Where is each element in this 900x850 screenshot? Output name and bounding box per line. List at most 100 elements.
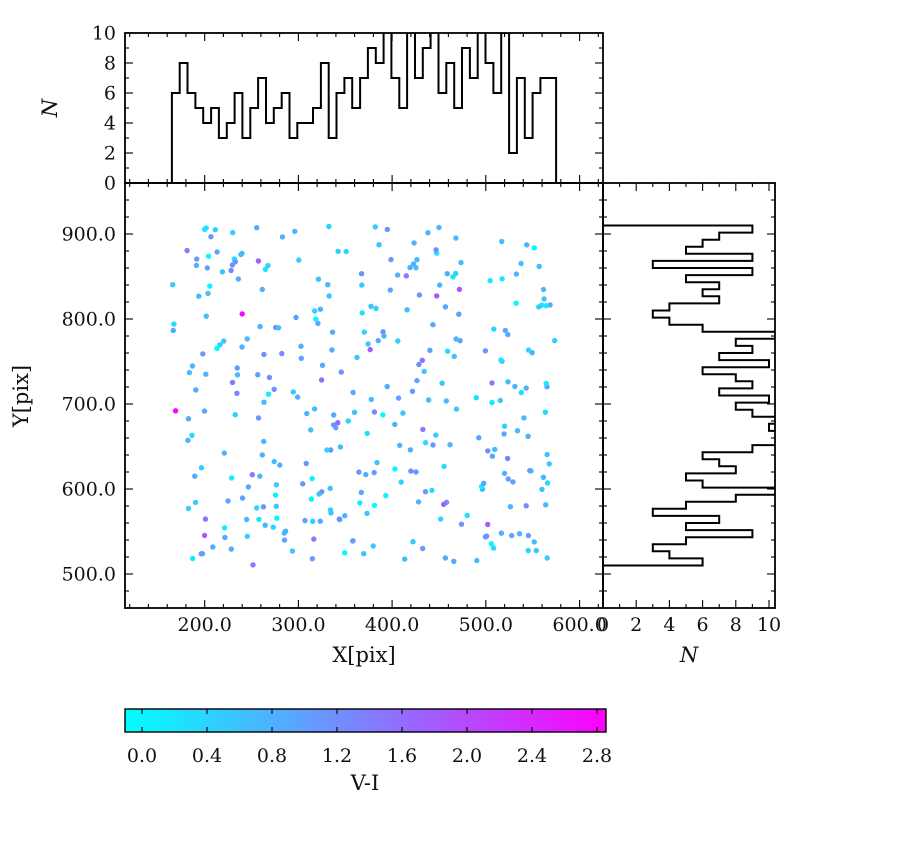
scatter-point	[351, 409, 358, 415]
scatter-point	[501, 431, 507, 437]
scatter-point	[456, 286, 463, 293]
scatter-point	[398, 479, 404, 485]
scatter-point	[292, 228, 298, 235]
scatter-point	[279, 234, 286, 240]
scatter-point	[419, 357, 425, 363]
axes: 200.0 300.0 400.0 500.0 600.0 500.0 600.0 700.0…	[62, 23, 782, 637]
scatter-point-outlier	[335, 420, 341, 426]
scatter-point	[421, 368, 427, 375]
scatter-point	[394, 272, 401, 278]
scatter-point	[261, 438, 267, 445]
scatter-point	[441, 463, 447, 470]
scatter-point	[312, 308, 318, 314]
scatter-point	[451, 353, 457, 360]
scatter-point	[275, 325, 282, 331]
scatter-point	[302, 517, 308, 524]
scatter-point	[228, 267, 234, 274]
scatter-point	[422, 489, 429, 495]
scatter-point	[255, 415, 262, 421]
tick-label: 8	[104, 53, 116, 75]
scatter-point	[359, 282, 365, 288]
colorbar-tick-label: 0.8	[257, 745, 287, 767]
colorbar-tick-label: 1.2	[322, 745, 352, 767]
scatter-point	[514, 428, 521, 434]
scatter-point	[329, 329, 336, 335]
scatter-point	[315, 320, 321, 327]
scatter-point	[502, 327, 508, 334]
scatter-point	[427, 347, 433, 353]
tick-label: 2	[104, 143, 116, 165]
scatter-point	[193, 387, 199, 393]
main-scatter	[170, 223, 558, 568]
scatter-point	[207, 283, 213, 289]
scatter-point	[273, 503, 279, 509]
scatter-point	[198, 465, 205, 471]
scatter-point	[442, 304, 449, 310]
scatter-point	[189, 432, 195, 438]
scatter-point	[546, 461, 552, 467]
scatter-point	[217, 342, 223, 348]
scatter-point	[325, 282, 331, 288]
scatter-point	[499, 276, 505, 282]
scatter-point	[416, 361, 422, 368]
scatter-point	[425, 230, 431, 236]
scatter-point	[456, 311, 462, 317]
scatter-point	[375, 338, 381, 344]
scatter-point	[185, 416, 192, 422]
scatter-point	[205, 253, 212, 259]
tick-label: 400.0	[365, 614, 419, 636]
scatter-point	[203, 371, 209, 377]
scatter-point	[411, 240, 417, 246]
scatter-point	[194, 256, 200, 262]
scatter-point	[513, 271, 520, 277]
scatter-point	[221, 338, 227, 344]
tick-label: 10	[92, 23, 116, 45]
scatter-point	[402, 556, 408, 562]
scatter-point	[509, 532, 515, 539]
scatter-point	[498, 357, 504, 363]
colorbar-tick-label: 2.0	[452, 745, 482, 767]
scatter-point	[338, 369, 344, 375]
scatter-point	[201, 408, 208, 414]
scatter-point	[544, 451, 550, 458]
scatter-point	[450, 274, 456, 280]
scatter-point	[444, 348, 451, 354]
scatter-point	[531, 539, 537, 545]
scatter-point	[407, 264, 413, 271]
tick-label: 500.0	[62, 564, 116, 586]
scatter-point	[309, 475, 315, 482]
scatter-point	[443, 398, 449, 404]
scatter-point	[453, 336, 459, 342]
tick-label: 4	[104, 113, 116, 135]
scatter-point	[266, 374, 273, 381]
scatter-point	[265, 391, 272, 397]
scatter-point	[373, 305, 379, 312]
scatter-point	[359, 310, 365, 316]
scatter-point	[350, 538, 356, 544]
scatter-point	[501, 423, 508, 429]
scatter-point	[257, 473, 263, 479]
scatter-point	[371, 502, 378, 509]
scatter-point	[205, 290, 211, 297]
scatter-point	[544, 555, 550, 561]
scatter-point	[504, 455, 511, 462]
scatter-point	[361, 551, 367, 557]
scatter-point	[259, 286, 265, 293]
scatter-point	[488, 541, 494, 547]
scatter-point	[415, 499, 422, 505]
scatter-point	[381, 333, 387, 339]
right-histogram-line	[603, 224, 775, 567]
scatter-point	[447, 442, 453, 448]
scatter-point	[481, 480, 487, 486]
scatter-point	[436, 224, 442, 231]
scatter-point	[270, 524, 276, 530]
scatter-point	[296, 257, 302, 263]
scatter-point	[388, 256, 394, 263]
scatter-point	[552, 337, 558, 344]
top-histogram	[170, 33, 558, 183]
scatter-point	[357, 500, 363, 506]
scatter-point	[239, 250, 245, 257]
scatter-point	[261, 351, 267, 358]
scatter-point	[245, 484, 252, 490]
right-histogram	[603, 224, 775, 567]
